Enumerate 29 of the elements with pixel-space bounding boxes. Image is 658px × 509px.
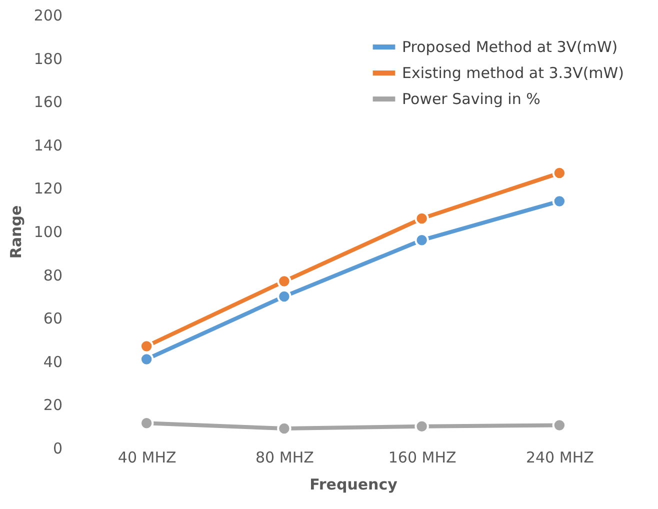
y-tick-label: 200	[34, 6, 62, 24]
legend-label: Power Saving in %	[402, 90, 540, 108]
point	[414, 211, 429, 226]
y-tick-label: 0	[52, 440, 62, 458]
point	[139, 352, 154, 366]
y-tick-label: 60	[43, 310, 62, 328]
y-tick-label: 180	[34, 50, 62, 68]
y-tick-label: 140	[34, 136, 62, 154]
x-axis-title: Frequency	[310, 476, 398, 494]
legend-label: Proposed Method at 3V(mW)	[402, 38, 618, 56]
y-axis-title: Range	[6, 205, 25, 259]
point	[139, 339, 154, 354]
y-tick-label: 160	[34, 93, 62, 112]
y-tick-label: 120	[34, 180, 62, 198]
point	[277, 421, 292, 436]
y-tick-label: 80	[43, 266, 62, 284]
point	[552, 194, 567, 208]
y-tick-label: 100	[34, 223, 62, 241]
x-tick-label: 80 MHZ	[256, 448, 314, 466]
point	[277, 289, 292, 304]
point	[414, 233, 429, 248]
point	[414, 419, 429, 434]
x-tick-label: 240 MHZ	[526, 448, 594, 466]
x-tick-label: 40 MHZ	[118, 448, 176, 466]
y-tick-label: 40	[43, 352, 62, 371]
point	[277, 274, 292, 288]
x-tick-label: 160 MHZ	[388, 448, 456, 466]
y-tick-label: 20	[43, 396, 62, 414]
legend-label: Existing method at 3.3V(mW)	[402, 64, 624, 82]
